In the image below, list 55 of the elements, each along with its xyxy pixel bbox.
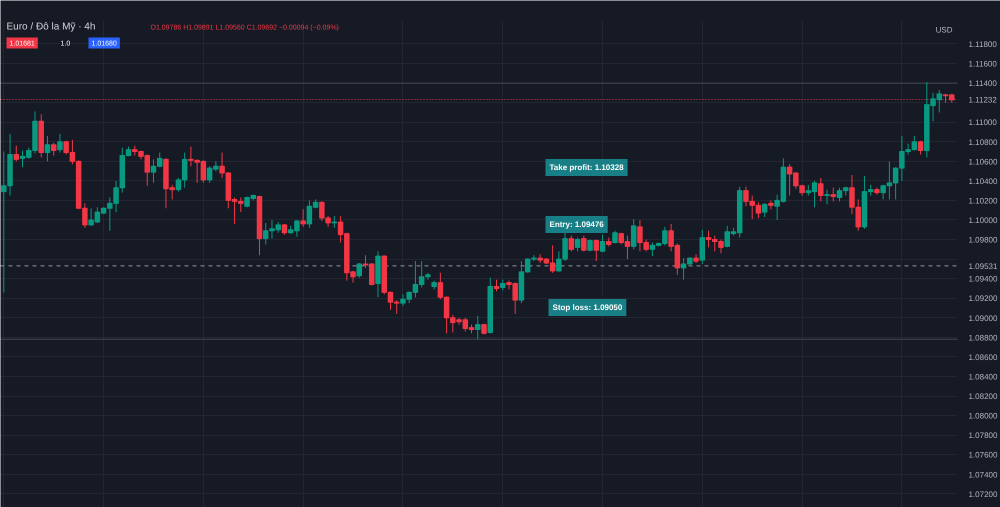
y-tick-label: 1.08200 — [968, 392, 998, 402]
candlestick — [600, 234, 606, 253]
candlestick — [44, 135, 50, 162]
candlestick — [282, 223, 288, 236]
y-tick-label: 1.11000 — [968, 118, 998, 128]
annotation: Entry: 1.09476 — [550, 220, 604, 229]
candlestick — [494, 279, 500, 292]
candlestick — [356, 262, 362, 278]
candlestick — [300, 208, 306, 228]
y-tick-label: 1.08000 — [968, 412, 998, 421]
candlestick — [332, 216, 338, 228]
y-tick-label: 1.07200 — [968, 490, 998, 499]
y-tick-label: 1.11600 — [968, 60, 998, 69]
candlestick — [612, 230, 618, 244]
annotation: Stop loss: 1.09050 — [552, 303, 623, 312]
candlestick — [918, 140, 924, 155]
candlestick — [824, 189, 830, 205]
candlestick — [762, 202, 768, 218]
y-tick-label: 1.10000 — [968, 216, 998, 225]
y-tick-label: 1.08400 — [968, 372, 998, 382]
y-tick-label: 1.11400 — [968, 79, 998, 88]
y-tick-label: 1.09400 — [968, 274, 998, 284]
ref-line-label: 1.09531 — [968, 262, 998, 271]
y-tick-label: 1.11800 — [968, 40, 998, 49]
y-tick-label: 1.07600 — [968, 450, 998, 460]
y-tick-label: 1.08800 — [968, 333, 998, 342]
candlestick — [594, 239, 600, 262]
chart-title: Euro / Đô la Mỹ · 4h — [6, 22, 96, 32]
candlestick — [818, 177, 824, 202]
candlestick — [574, 237, 580, 252]
candlestick — [481, 323, 487, 335]
y-tick-label: 1.07800 — [968, 431, 998, 440]
ref-line-label: 1.11232 — [968, 96, 998, 105]
candlestick — [57, 133, 63, 154]
candlestick — [587, 239, 593, 252]
y-tick-label: 1.09000 — [968, 314, 998, 323]
y-tick-label: 1.10200 — [968, 196, 998, 206]
y-tick-label: 1.07400 — [968, 470, 998, 480]
candlestick — [700, 229, 706, 264]
annotation: Take profit: 1.10328 — [550, 163, 624, 172]
y-tick-label: 1.10400 — [968, 176, 998, 186]
candlestick — [475, 315, 481, 340]
y-tick-label: 1.08600 — [968, 352, 998, 362]
y-tick-label: 1.10600 — [968, 157, 998, 166]
candlestick — [630, 218, 636, 250]
candlestick — [14, 145, 20, 162]
y-tick-label: 1.09800 — [968, 236, 998, 245]
y-axis-title: USD — [936, 26, 953, 34]
candlestick — [830, 187, 836, 202]
y-tick-label: 1.09200 — [968, 294, 998, 304]
candlestick — [500, 279, 506, 291]
candlestick — [568, 235, 574, 252]
y-tick-label: 1.10800 — [968, 138, 998, 147]
candlestick — [581, 235, 587, 252]
candlestick — [50, 142, 56, 156]
